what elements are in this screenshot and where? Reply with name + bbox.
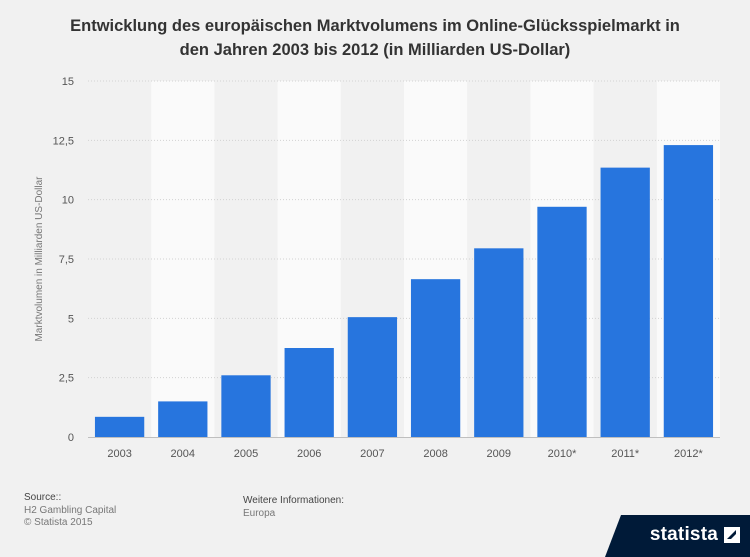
source-line-publisher: H2 Gambling Capital <box>24 504 117 516</box>
x-tick-label: 2009 <box>487 448 511 460</box>
statista-logo-icon <box>724 527 740 543</box>
y-tick-label: 12,5 <box>53 135 74 147</box>
x-tick-label: 2010* <box>548 448 577 460</box>
y-tick-label: 5 <box>68 313 74 325</box>
bar-2005 <box>221 375 271 437</box>
x-tick-label: 2007 <box>360 448 384 460</box>
y-tick-label: 15 <box>62 76 74 88</box>
brand-name: statista <box>649 524 718 545</box>
source-line-copyright: © Statista 2015 <box>24 517 93 528</box>
bar-2006 <box>284 348 334 437</box>
bar-2012 <box>663 145 714 437</box>
y-tick-label: 0 <box>68 432 74 444</box>
info-label: Weitere Informationen: <box>243 495 344 506</box>
x-tick-label: 2012* <box>674 448 703 460</box>
y-tick-label: 7,5 <box>59 254 74 266</box>
x-tick-label: 2004 <box>171 448 195 460</box>
x-tick-label: 2003 <box>107 448 131 460</box>
bar-2007 <box>347 317 398 437</box>
chart-title: Entwicklung des europäischen Marktvolume… <box>30 14 720 62</box>
y-tick-label: 2,5 <box>59 373 74 385</box>
bar-2004 <box>158 401 208 437</box>
info-region: Europa <box>243 508 276 519</box>
bar-2008 <box>410 279 461 437</box>
x-tick-label: 2006 <box>297 448 321 460</box>
x-tick-label: 2005 <box>234 448 258 460</box>
statista-brand[interactable]: statista <box>605 515 750 557</box>
footer-info: Weitere Informationen: Europa <box>243 494 344 520</box>
chart-title-line-2: den Jahren 2003 bis 2012 (in Milliarden … <box>179 41 571 59</box>
x-tick-label: 2008 <box>423 448 447 460</box>
y-axis-label: Marktvolumen in Milliarden US-Dollar <box>34 176 45 342</box>
bar-2009 <box>474 248 524 437</box>
chart-title-line-1: Entwicklung des europäischen Marktvolume… <box>70 17 680 35</box>
plot-band <box>151 81 215 437</box>
bar-2003 <box>94 416 145 437</box>
bar-2011 <box>600 167 650 438</box>
footer-source: Source:: H2 Gambling Capital © Statista … <box>24 492 116 530</box>
bar-2010 <box>537 206 587 437</box>
y-tick-label: 10 <box>62 195 74 207</box>
bar-chart: 0 2,5 5 7,5 10 12,5 15 2003 2004 2005 2006 2007 2008… <box>34 76 720 460</box>
source-label: Source:: <box>24 492 62 503</box>
x-tick-label: 2011* <box>611 448 640 460</box>
